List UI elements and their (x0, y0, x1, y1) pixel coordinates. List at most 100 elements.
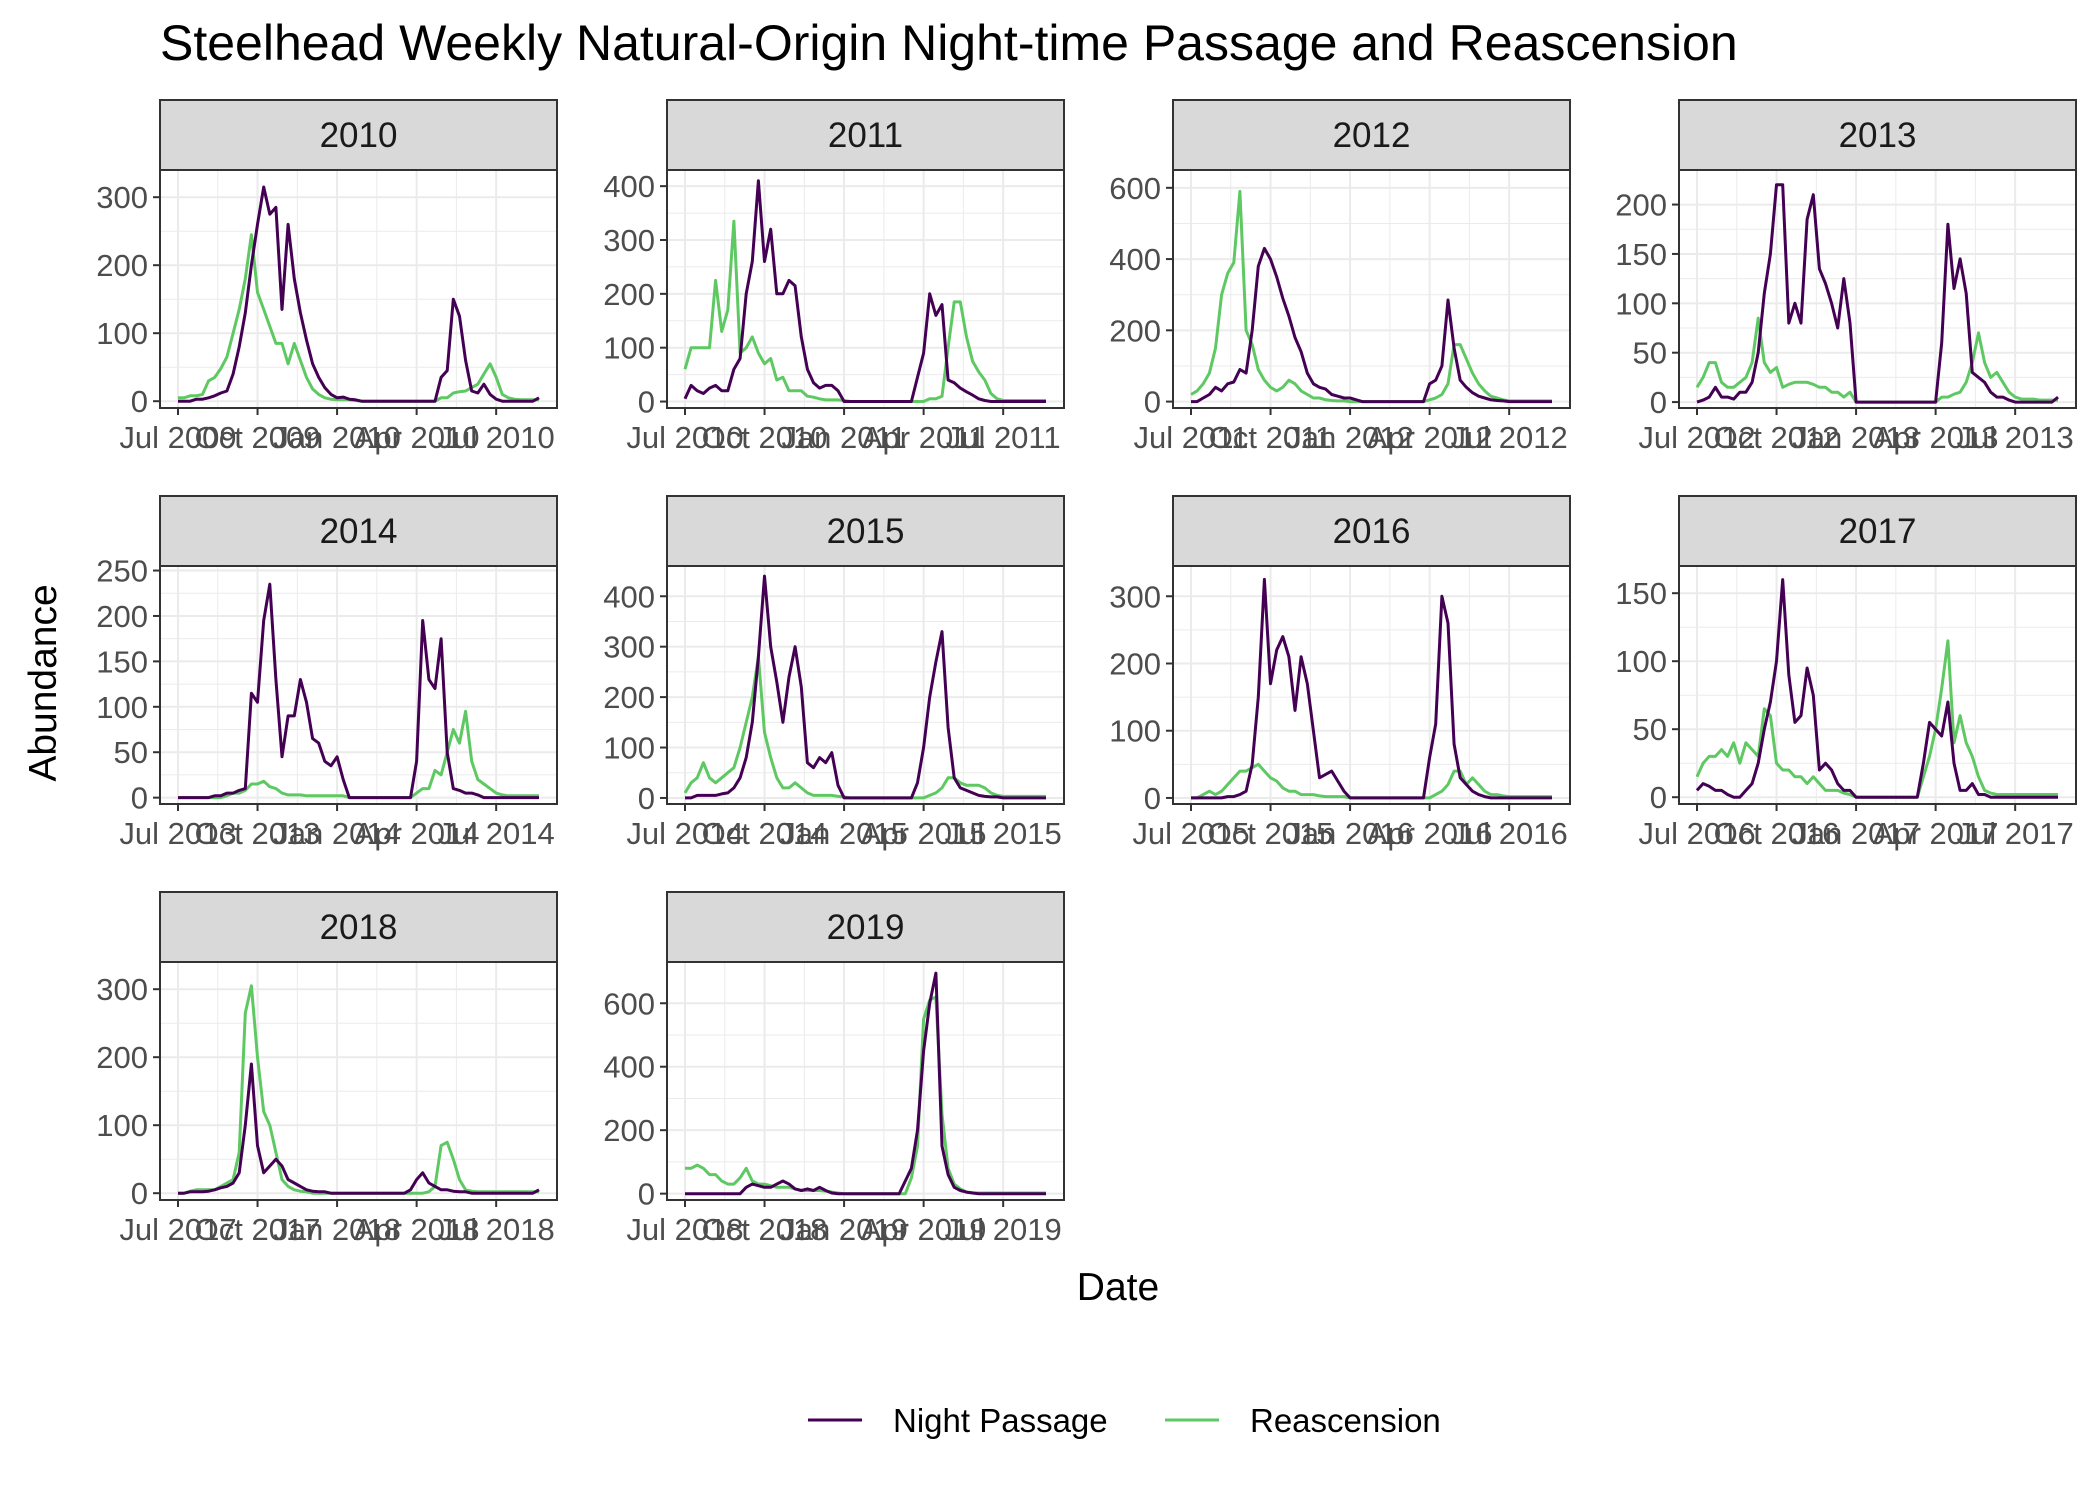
series-line-night-passage (685, 574, 1046, 800)
facet-strip-label: 2012 (1333, 116, 1411, 155)
x-tick-label: Oct 2016 (1714, 816, 1840, 851)
facet-strip (666, 99, 1065, 171)
x-tick-label: Apr 2010 (354, 420, 480, 455)
facet-strip (159, 495, 558, 567)
x-tick-label: Apr 2017 (1873, 816, 1999, 851)
y-tick-label: 100 (96, 690, 148, 725)
y-tick-label: 200 (1109, 646, 1161, 681)
x-tick-label: Oct 2018 (702, 1212, 828, 1247)
panel-border (1678, 169, 2077, 409)
y-tick-label: 0 (1650, 385, 1667, 420)
facet-strip-label: 2014 (320, 512, 398, 551)
y-tick-label: 0 (131, 384, 148, 419)
x-axis-title: Date (1077, 1266, 1159, 1309)
plot-area (160, 962, 557, 1200)
x-tick-label: Jan 2014 (273, 816, 401, 851)
x-tick-label: Jul 2011 (946, 420, 1061, 455)
y-tick-label: 100 (1615, 286, 1667, 321)
x-tick-label: Jul 2009 (119, 420, 236, 455)
legend: Night Passage Reascension (808, 1402, 1441, 1439)
y-tick-label: 150 (1615, 237, 1667, 272)
series-line-night-passage (178, 582, 539, 800)
panel-border (1678, 565, 2077, 805)
y-tick-label: 0 (131, 781, 148, 816)
y-tick-label: 200 (96, 599, 148, 634)
y-tick-label: 100 (1615, 644, 1667, 679)
y-tick-label: 200 (1109, 313, 1161, 348)
y-tick-label: 50 (114, 735, 148, 770)
facet-strip-label: 2019 (827, 908, 905, 947)
x-tick-label: Oct 2012 (1714, 420, 1840, 455)
facet-strip (1678, 495, 2077, 567)
series-line-night-passage (178, 1062, 540, 1195)
x-tick-label: Jan 2013 (1792, 420, 1920, 455)
x-tick-label: Jul 2015 (1132, 816, 1249, 851)
x-tick-label: Jul 2013 (119, 816, 236, 851)
y-tick-label: 200 (603, 1113, 655, 1148)
x-tick-label: Jul 2018 (438, 1212, 555, 1247)
facet-strip (1678, 99, 2077, 171)
y-tick-label: 400 (1109, 242, 1161, 277)
series-line-night-passage (1191, 246, 1552, 404)
plot-area (1679, 170, 2076, 408)
x-tick-label: Jul 2014 (626, 816, 743, 851)
y-tick-label: 100 (603, 731, 655, 766)
x-tick-label: Jul 2010 (438, 420, 555, 455)
x-tick-label: Apr 2014 (354, 816, 480, 851)
x-tick-label: Apr 2016 (1367, 816, 1493, 851)
y-tick-label: 150 (96, 644, 148, 679)
legend-label-night-passage: Night Passage (893, 1402, 1108, 1439)
y-tick-label: 50 (1633, 712, 1667, 747)
y-tick-label: 300 (96, 180, 148, 215)
series-line-night-passage (1695, 578, 2058, 799)
x-tick-label: Oct 2015 (1208, 816, 1334, 851)
y-tick-label: 100 (603, 331, 655, 366)
y-tick-label: 100 (96, 1108, 148, 1143)
x-tick-label: Oct 2010 (702, 420, 828, 455)
x-tick-label: Jul 2016 (1451, 816, 1568, 851)
facet-strip-label: 2015 (827, 512, 905, 551)
x-tick-label: Jul 2019 (945, 1212, 1062, 1247)
x-tick-label: Jan 2011 (781, 420, 906, 455)
facet-strip-label: 2017 (1839, 512, 1917, 551)
facet-strip (1172, 495, 1571, 567)
plot-area (1173, 566, 1570, 804)
y-tick-label: 400 (603, 1050, 655, 1085)
x-tick-label: Jan 2015 (780, 816, 908, 851)
panel-border (1172, 169, 1571, 409)
series-line-night-passage (178, 185, 540, 403)
facet-strip-label: 2011 (828, 116, 903, 155)
x-tick-label: Jan 2017 (1792, 816, 1920, 851)
plot-area (667, 170, 1064, 408)
x-tick-label: Jul 2014 (438, 816, 555, 851)
x-tick-label: Apr 2012 (1367, 420, 1493, 455)
y-tick-label: 400 (603, 169, 655, 204)
x-tick-label: Jan 2018 (273, 1212, 401, 1247)
y-tick-label: 100 (96, 316, 148, 351)
x-tick-label: Jul 2017 (1957, 816, 2074, 851)
facet-strip (159, 99, 558, 171)
series-line-night-passage (1696, 183, 2059, 404)
y-tick-label: 200 (1615, 188, 1667, 223)
y-tick-label: 0 (638, 781, 655, 816)
y-tick-label: 300 (96, 972, 148, 1007)
plot-area (1173, 170, 1570, 408)
x-tick-label: Oct 2014 (702, 816, 828, 851)
y-tick-label: 0 (1144, 781, 1161, 816)
y-tick-label: 100 (1109, 714, 1161, 749)
y-tick-label: 250 (96, 554, 148, 589)
y-tick-label: 0 (1144, 385, 1161, 420)
y-tick-label: 300 (603, 630, 655, 665)
y-tick-label: 0 (1650, 780, 1667, 815)
y-tick-label: 200 (603, 277, 655, 312)
y-tick-label: 600 (1109, 171, 1161, 206)
y-tick-label: 200 (96, 248, 148, 283)
